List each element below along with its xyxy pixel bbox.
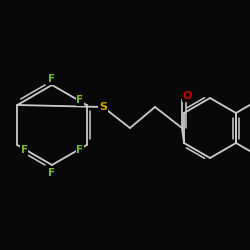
Text: S: S (99, 102, 107, 112)
Text: O: O (182, 91, 192, 101)
Text: F: F (48, 74, 56, 84)
Text: F: F (21, 145, 28, 155)
Text: F: F (76, 145, 83, 155)
Text: F: F (76, 95, 83, 105)
Text: F: F (48, 168, 56, 178)
